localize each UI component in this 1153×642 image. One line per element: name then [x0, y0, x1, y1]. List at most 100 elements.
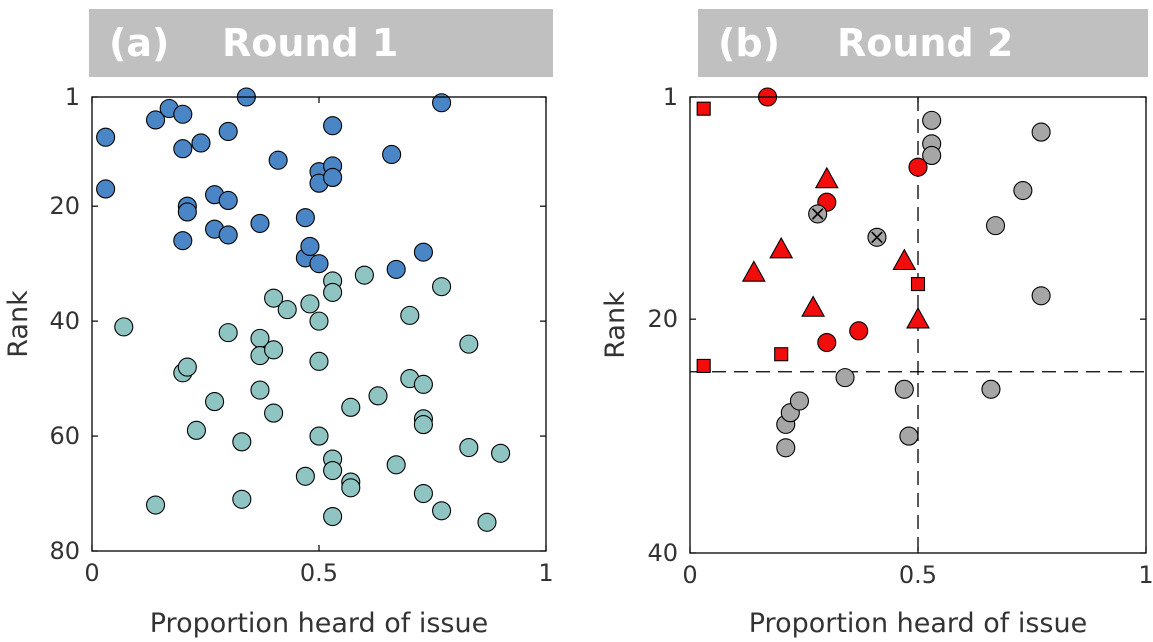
panel-a-xtick-label: 1 — [538, 559, 553, 587]
panel-b-ytick-label: 20 — [647, 305, 678, 333]
panel-a-point-s1-30 — [368, 386, 388, 406]
panel-a-point-s0-16 — [250, 213, 270, 233]
panel-a-point-s1-25 — [323, 506, 343, 527]
panel-a-ytick-label: 20 — [49, 192, 80, 220]
panel-a-point-s0-24 — [323, 116, 343, 136]
panel-a-ytick-label: 1 — [65, 83, 80, 111]
panel-a-point-s0-17 — [268, 150, 288, 170]
panel-b-point-s3-4 — [835, 368, 855, 388]
panel-a-point-s0-11 — [177, 202, 197, 222]
panel-a-point-s0-20 — [300, 236, 320, 256]
panel-a-xtick-label: 0.5 — [300, 559, 338, 587]
panel-a-point-s0-30 — [432, 93, 452, 113]
panel-b-ytick-label: 1 — [663, 83, 678, 111]
panel-a-point-s0-9 — [173, 231, 193, 251]
panel-b-point-s2-1 — [696, 358, 711, 373]
panel-a-point-s0-18 — [295, 208, 315, 228]
panel-a-point-s1-32 — [400, 305, 420, 325]
panel-a-point-s1-41 — [459, 438, 479, 458]
panel-a-point-s0-2 — [146, 110, 166, 130]
panel-b-xtick-label: 0 — [682, 561, 697, 589]
panel-b-yaxis-label: Rank — [600, 291, 631, 359]
panel-a-point-s1-36 — [413, 415, 433, 435]
panel-b-point-s2-2 — [774, 347, 789, 362]
panel-a-ytick-label: 60 — [49, 422, 80, 450]
panel-b-title: Round 2 — [837, 21, 1014, 65]
panel-a-point-s1-11 — [250, 380, 270, 400]
panel-b-point-s0-2 — [817, 332, 837, 353]
panel-b-label: (b) — [718, 21, 780, 65]
panel-a-plot: 0 0.5 1 1 20 40 60 80 Proportion heard of issue R… — [3, 83, 554, 639]
panel-a-point-s1-7 — [232, 432, 252, 452]
panel-b-banner: (b) Round 2 — [698, 9, 1148, 77]
panel-a-point-s1-38 — [432, 277, 452, 297]
panel-a-point-s0-26 — [323, 167, 343, 188]
panel-a-point-s0-1 — [96, 179, 116, 199]
panel-a-point-s0-0 — [96, 127, 116, 147]
panel-b-point-s1-0 — [741, 260, 766, 282]
panel-a-ytick-label: 40 — [49, 307, 80, 335]
panel-a-ytick-label: 80 — [49, 537, 80, 565]
panel-a-point-s1-37 — [413, 483, 433, 504]
panel-a-point-s1-28 — [341, 478, 361, 498]
panel-b-point-s4-1-cross — [871, 231, 883, 244]
panel-b-point-s3-10 — [981, 379, 1001, 399]
panel-b-point-s1-5 — [906, 307, 930, 329]
panel-b-point-s1-3 — [814, 166, 839, 189]
panel-a-point-s0-5 — [173, 139, 193, 159]
panel-a-point-s1-20 — [309, 426, 329, 446]
panel-a-point-s1-0 — [114, 317, 134, 337]
panel-a-point-s1-18 — [309, 311, 329, 331]
panel-a-point-s1-26 — [341, 397, 361, 417]
panel-a-point-s1-22 — [323, 282, 343, 302]
panel-a-point-s1-17 — [300, 294, 320, 314]
panel-b-xtick-label: 1 — [1138, 561, 1153, 589]
panel-a-point-s0-23 — [309, 254, 329, 274]
panel-a-yaxis-label: Rank — [3, 290, 34, 358]
panel-a-point-s0-27 — [382, 144, 402, 165]
panel-b-point-s4-0-cross — [811, 208, 824, 220]
panel-b-point-s3-5 — [894, 379, 914, 399]
panel-b-point-s0-3 — [849, 321, 869, 341]
panel-a-point-s0-4 — [173, 104, 193, 124]
panel-a-label: (a) — [109, 21, 170, 65]
panel-b-point-s1-1 — [769, 236, 794, 259]
panel-b-point-s3-11 — [985, 216, 1006, 236]
panel-b-point-s3-14 — [1031, 286, 1051, 306]
panel-b-point-s3-13 — [1031, 122, 1051, 142]
panel-a-point-s1-12 — [264, 288, 284, 308]
panel-b-ytick-label: 40 — [647, 539, 678, 567]
panel-a-xtick-label: 0 — [84, 559, 99, 587]
panel-b-xaxis-label: Proportion heard of issue — [749, 608, 1087, 639]
panel-a-point-s0-28 — [386, 259, 406, 279]
panel-a-point-s1-39 — [432, 501, 452, 521]
panel-a-title: Round 1 — [222, 21, 399, 65]
panel-a-point-s1-4 — [186, 420, 206, 440]
panel-a-point-s1-19 — [309, 351, 329, 371]
panel-a-point-s0-7 — [218, 121, 238, 142]
panel-b-point-s0-4 — [908, 157, 928, 177]
panel-b-point-s1-2 — [801, 295, 826, 317]
panel-a-point-s1-16 — [295, 466, 315, 486]
panel-a-point-s1-40 — [459, 334, 479, 354]
panel-b-point-s3-12 — [1013, 180, 1033, 201]
panel-a-point-s0-15 — [218, 225, 238, 245]
panel-a-point-s1-34 — [413, 374, 433, 394]
panel-b-point-s3-7 — [922, 110, 942, 130]
panel-a-point-s1-3 — [177, 357, 197, 377]
panel-a-point-s0-14 — [218, 190, 238, 210]
panel-b-xtick-label: 0.5 — [899, 561, 937, 589]
panel-a-xaxis-label: Proportion heard of issue — [150, 608, 488, 639]
panel-a-point-s1-13 — [264, 340, 284, 360]
panel-a-point-s1-31 — [386, 455, 406, 475]
panel-a-point-s1-8 — [232, 489, 252, 509]
panel-a-point-s1-43 — [491, 443, 511, 463]
panel-a-point-s1-5 — [205, 392, 225, 412]
panel-a-point-s1-24 — [323, 460, 343, 481]
panel-a-banner: (a) Round 1 — [89, 9, 553, 77]
panel-b-point-s1-4 — [892, 248, 917, 271]
panel-b-point-s3-3 — [789, 391, 809, 411]
panel-b-point-s2-0 — [696, 101, 711, 116]
panel-a-point-s1-1 — [146, 495, 166, 515]
